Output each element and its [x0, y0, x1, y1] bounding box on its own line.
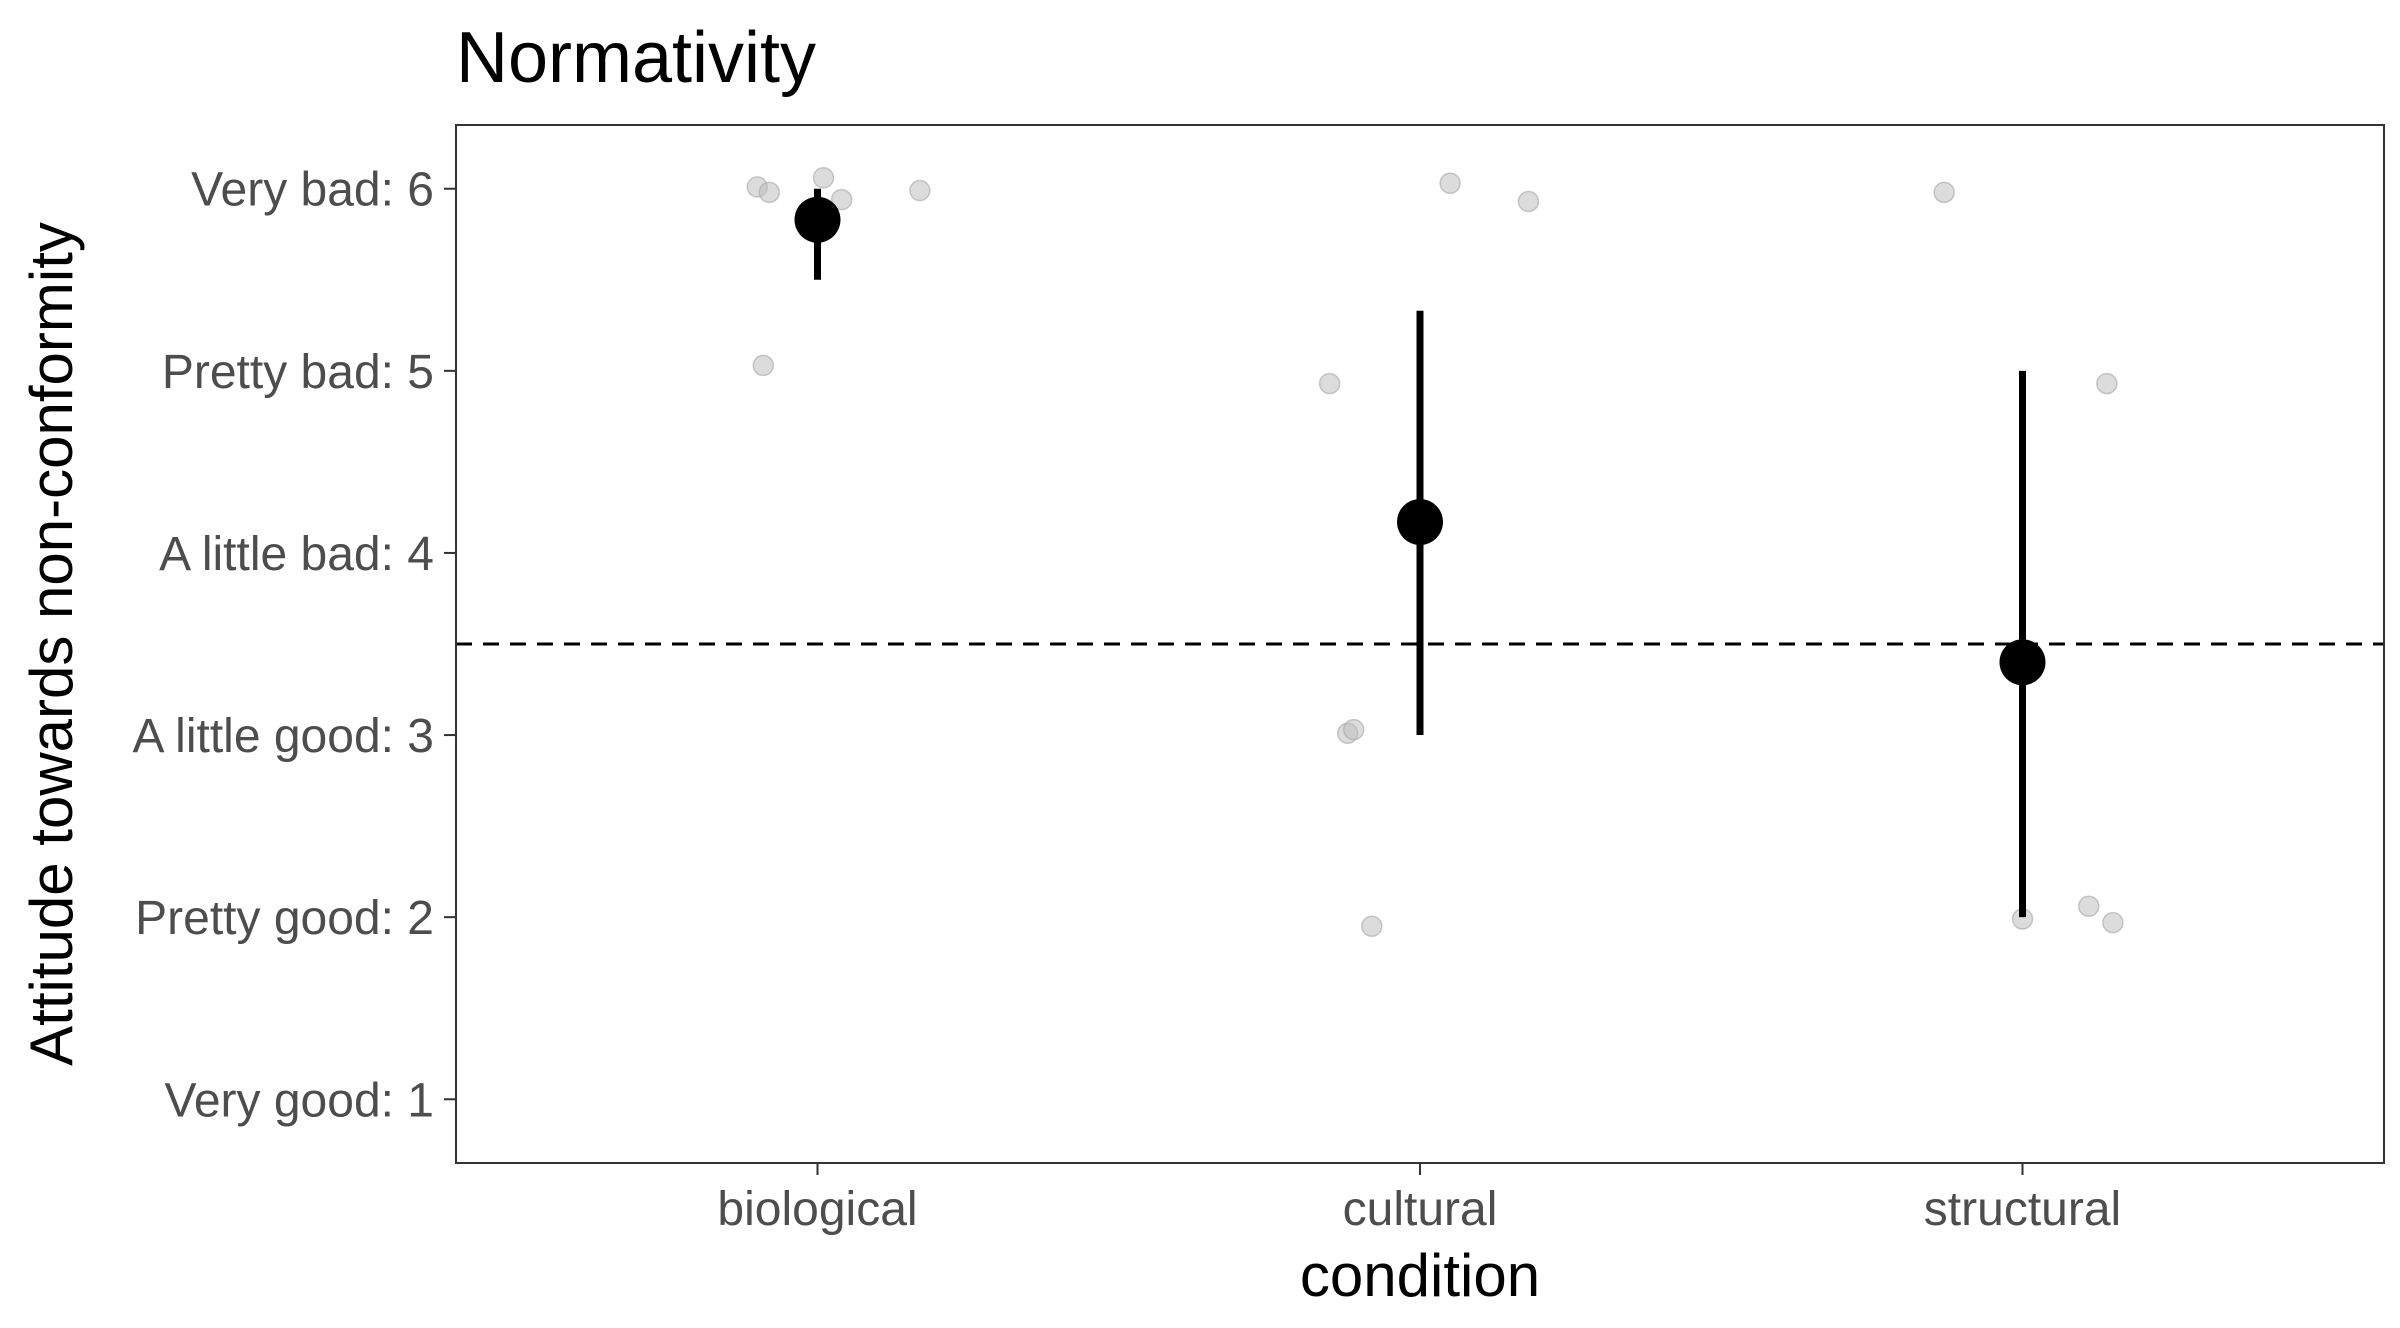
- y-axis: Very good: 1 Pretty good: 2 A little good:…: [132, 164, 456, 1127]
- y-axis-title: Attitude towards non-conformity: [18, 222, 85, 1066]
- x-tick-label: structural: [1924, 1183, 2121, 1236]
- mean-point-biological: [794, 196, 841, 243]
- raw-point: [830, 188, 853, 211]
- raw-point: [1933, 181, 1955, 204]
- mean-point-structural: [1999, 639, 2046, 686]
- summary-marks: [794, 188, 2046, 918]
- y-tick-label: A little good: 3: [132, 710, 434, 763]
- raw-point: [2102, 911, 2124, 934]
- raw-points: [746, 167, 2124, 938]
- raw-point: [2078, 895, 2100, 917]
- raw-point: [812, 167, 835, 189]
- raw-point: [1361, 915, 1383, 938]
- raw-point: [2096, 372, 2118, 395]
- raw-point: [1439, 172, 1461, 195]
- raw-point: [1342, 718, 1365, 741]
- x-tick-label: biological: [717, 1183, 917, 1236]
- raw-point: [758, 181, 781, 204]
- x-axis: biological cultural structural: [717, 1163, 2121, 1236]
- x-tick-label: cultural: [1343, 1183, 1498, 1236]
- raw-point: [909, 179, 931, 202]
- raw-point: [752, 354, 775, 377]
- x-axis-title: condition: [1300, 1242, 1540, 1309]
- y-tick-label: Very bad: 6: [191, 164, 434, 217]
- mean-point-cultural: [1397, 498, 1443, 545]
- raw-point: [1517, 190, 1540, 213]
- y-tick-label: Pretty bad: 5: [162, 346, 434, 399]
- chart-title: Normativity: [456, 18, 816, 98]
- raw-point: [1318, 372, 1341, 395]
- y-tick-label: Very good: 1: [164, 1074, 434, 1127]
- y-tick-label: A little bad: 4: [159, 528, 434, 581]
- y-tick-label: Pretty good: 2: [135, 892, 434, 945]
